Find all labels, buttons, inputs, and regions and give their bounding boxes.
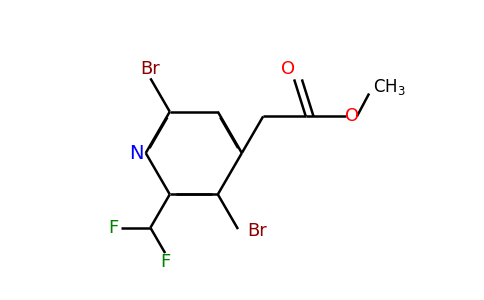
Text: Br: Br xyxy=(247,222,267,240)
Text: CH$_3$: CH$_3$ xyxy=(373,77,406,97)
Text: O: O xyxy=(281,60,295,78)
Text: F: F xyxy=(108,219,118,237)
Text: Br: Br xyxy=(140,60,160,78)
Text: F: F xyxy=(160,253,170,271)
Text: N: N xyxy=(129,143,144,163)
Text: O: O xyxy=(345,107,359,125)
